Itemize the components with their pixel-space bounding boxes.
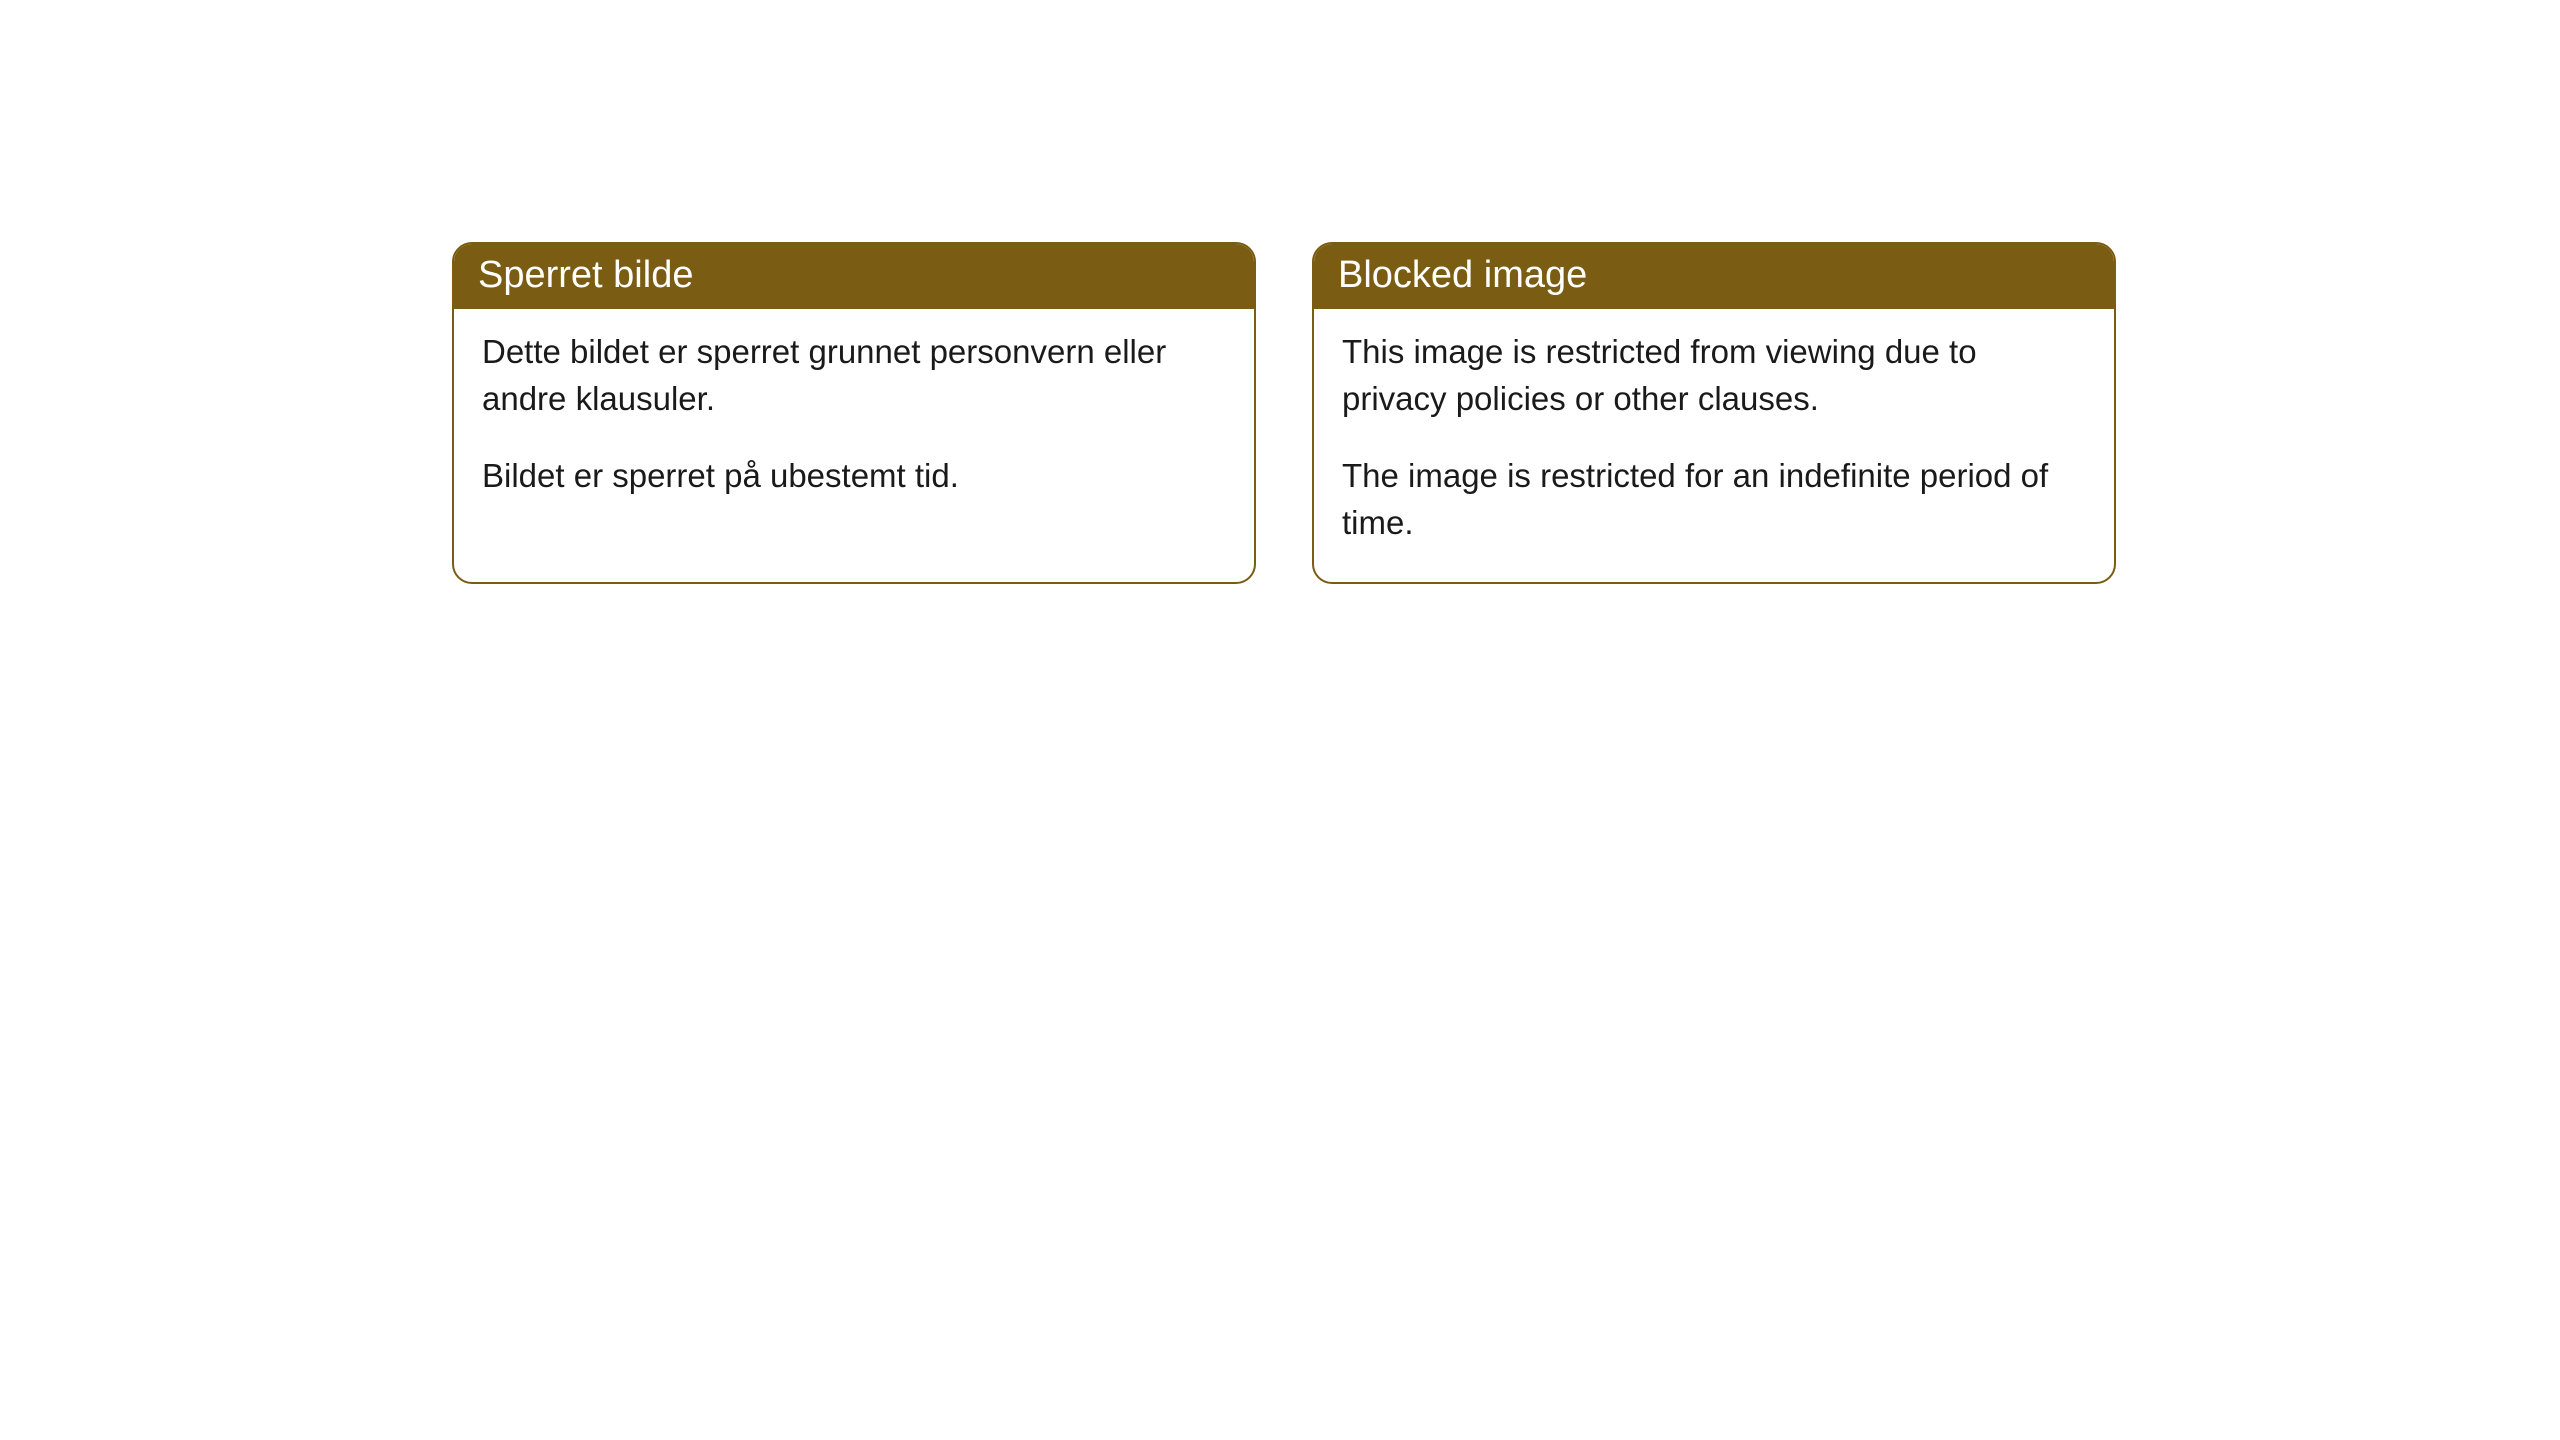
notice-text-1-norwegian: Dette bildet er sperret grunnet personve… <box>482 329 1226 423</box>
notice-text-2-english: The image is restricted for an indefinit… <box>1342 453 2086 547</box>
notice-text-2-norwegian: Bildet er sperret på ubestemt tid. <box>482 453 1226 500</box>
notice-card-english: Blocked image This image is restricted f… <box>1312 242 2116 584</box>
notice-title-norwegian: Sperret bilde <box>454 244 1254 309</box>
notice-title-english: Blocked image <box>1314 244 2114 309</box>
notice-body-english: This image is restricted from viewing du… <box>1314 309 2114 582</box>
notice-body-norwegian: Dette bildet er sperret grunnet personve… <box>454 309 1254 536</box>
notice-card-norwegian: Sperret bilde Dette bildet er sperret gr… <box>452 242 1256 584</box>
notice-container: Sperret bilde Dette bildet er sperret gr… <box>0 0 2560 584</box>
notice-text-1-english: This image is restricted from viewing du… <box>1342 329 2086 423</box>
